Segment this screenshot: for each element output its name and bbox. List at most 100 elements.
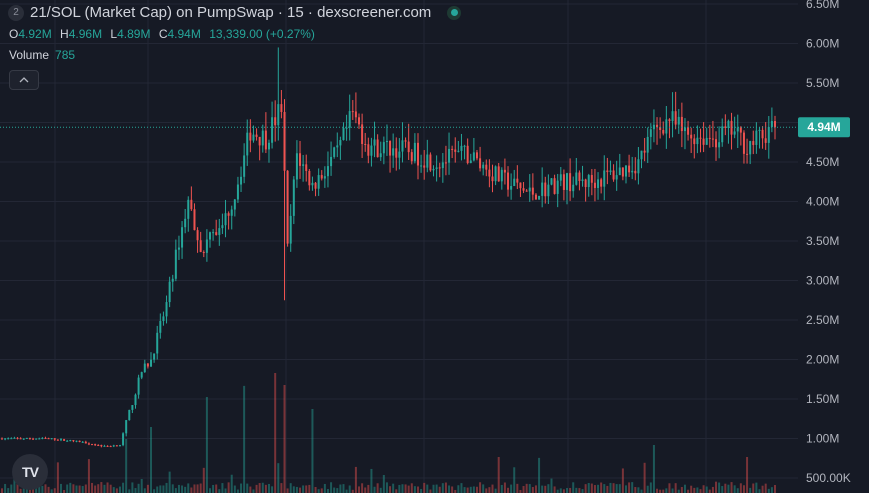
price-axis: 6.50M6.00M5.50M5.00M4.50M4.00M3.50M3.00M… <box>806 0 851 485</box>
volume-bar <box>559 488 562 493</box>
volume-bar <box>603 484 606 493</box>
candle-body <box>724 126 727 128</box>
volume-bar <box>475 486 478 493</box>
candle-body <box>575 172 578 185</box>
candle-body <box>401 140 404 152</box>
candle-body <box>336 145 339 148</box>
volume-bar <box>444 482 447 493</box>
volume-bar <box>271 486 274 493</box>
volume-bar <box>690 485 693 493</box>
candle-body <box>25 437 28 439</box>
volume-bar <box>75 485 78 493</box>
volume-bar <box>665 488 668 493</box>
volume-bar <box>724 483 727 493</box>
volume-bar <box>354 466 357 493</box>
candle-body <box>249 132 252 141</box>
volume-bar <box>143 488 146 493</box>
chart-title: 21/SOL (Market Cap) on PumpSwap · 15 · d… <box>30 4 432 21</box>
candle-body <box>53 438 56 440</box>
volume-bar <box>382 475 385 493</box>
candle-body <box>78 440 81 443</box>
volume-bar <box>10 484 13 493</box>
volume-bar <box>721 486 724 493</box>
volume-bar <box>140 478 143 493</box>
volume-bar <box>299 487 302 493</box>
candle-body <box>255 134 258 137</box>
volume-bar <box>69 482 72 493</box>
collapse-legend-button[interactable] <box>9 70 39 90</box>
volume-bar <box>208 488 211 493</box>
volume-bar <box>249 486 252 493</box>
candle-body <box>578 172 581 181</box>
volume-bar <box>643 462 646 493</box>
y-tick-label: 4.00M <box>806 195 839 209</box>
volume-bar <box>612 483 615 493</box>
volume-bar <box>466 487 469 493</box>
y-tick-label: 6.00M <box>806 37 839 51</box>
candle-body <box>441 162 444 169</box>
volume-bar <box>770 487 773 493</box>
tradingview-logo[interactable]: TV <box>12 454 48 490</box>
candle-body <box>212 232 215 234</box>
volume-bar <box>240 483 243 493</box>
volume-bar <box>35 486 38 493</box>
candle-body <box>705 137 708 145</box>
candle-body <box>603 170 606 187</box>
volume-bar <box>385 482 388 493</box>
candle-body <box>556 180 559 194</box>
volume-bar <box>752 483 755 493</box>
candle-body <box>1 438 3 440</box>
volume-bar <box>646 485 649 493</box>
candle-body <box>7 438 10 440</box>
candle-body <box>621 167 624 177</box>
candle-body <box>47 438 50 440</box>
volume-bar <box>764 483 767 493</box>
candle-body <box>22 438 25 440</box>
volume-bar <box>615 484 618 493</box>
candle-body <box>221 225 224 229</box>
volume-bar <box>581 489 584 493</box>
candle-body <box>258 136 261 146</box>
volume-bar <box>44 484 47 493</box>
candle-body <box>708 137 711 139</box>
volume-bar <box>392 483 395 493</box>
candle-body <box>733 131 736 135</box>
volume-bar <box>584 484 587 493</box>
y-tick-label: 2.00M <box>806 353 839 367</box>
candle-body <box>559 174 562 181</box>
volume-bar <box>597 484 600 493</box>
volume-bar <box>693 487 696 493</box>
volume-bar <box>628 482 631 493</box>
candle-body <box>432 168 435 171</box>
candle-body <box>261 130 264 146</box>
volume-bar <box>218 489 221 493</box>
candle-body <box>711 138 714 140</box>
candle-body <box>590 175 593 183</box>
candle-body <box>572 184 575 192</box>
candle-body <box>628 165 631 173</box>
volume-bar <box>1 488 3 493</box>
last-price-label: 4.94M <box>807 120 840 134</box>
candle-body <box>35 438 38 440</box>
candle-body <box>187 199 190 219</box>
close-label: C <box>158 27 168 41</box>
volume-bar <box>683 484 686 493</box>
candle-body <box>652 124 655 130</box>
candle-body <box>44 437 47 439</box>
volume-bar <box>715 481 718 493</box>
volume-bar <box>94 485 97 493</box>
volume-bar <box>277 463 280 493</box>
candle-body <box>367 144 370 156</box>
candle-body <box>693 138 696 145</box>
candle-body <box>513 178 516 187</box>
volume-bar <box>634 487 637 493</box>
volume-bar <box>718 482 721 493</box>
candle-body <box>404 140 407 142</box>
volume-bar <box>460 483 463 493</box>
candle-body <box>410 152 413 162</box>
candle-body <box>755 130 758 145</box>
candle-body <box>668 119 671 122</box>
volume-bar <box>348 485 351 493</box>
volume-bar <box>91 482 94 493</box>
